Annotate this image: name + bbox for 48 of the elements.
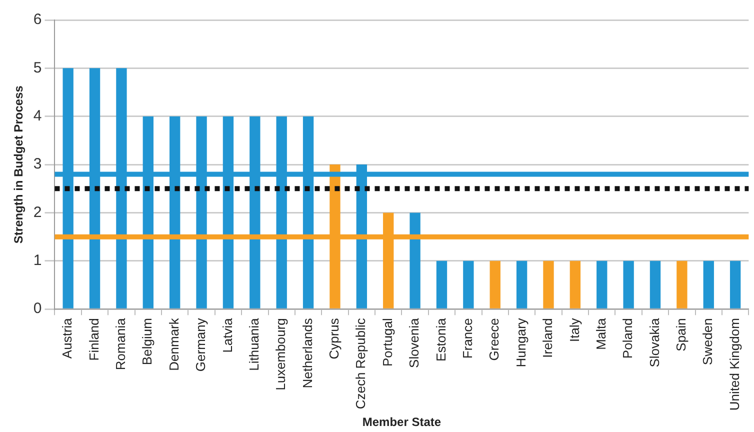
x-tick-label: Spain: [674, 318, 689, 352]
bar: [730, 260, 741, 308]
x-tick-label: Netherlands: [300, 318, 315, 388]
x-tick-label: United Kingdom: [726, 318, 742, 411]
bar: [463, 260, 474, 308]
x-tick-label: Latvia: [220, 317, 235, 353]
x-axis-title: Member State: [362, 415, 442, 430]
x-tick-label: Germany: [193, 318, 208, 372]
bar: [543, 260, 554, 308]
y-tick-label: 1: [33, 252, 42, 270]
bar: [676, 260, 688, 308]
x-tick-label: Austria: [60, 317, 75, 359]
x-tick-label: Denmark: [166, 318, 182, 371]
x-tick-label: Belgium: [140, 318, 155, 366]
y-tick-label: 6: [33, 11, 42, 28]
x-tick-label: Slovenia: [406, 317, 422, 368]
y-tick-label: 4: [33, 108, 42, 125]
x-tick-label: Czech Republic: [353, 318, 368, 410]
x-tick-label: Poland: [620, 318, 636, 359]
bar: [436, 260, 448, 308]
x-tick-label: Ireland: [540, 318, 556, 358]
x-tick-label: France: [460, 318, 476, 359]
x-tick-label: Greece: [486, 318, 502, 361]
bar: [623, 260, 634, 308]
y-tick-label: 3: [33, 156, 42, 173]
x-tick-label: Hungary: [513, 318, 528, 368]
bar: [490, 260, 500, 308]
x-tick-label: Cyprus: [326, 318, 342, 360]
bar: [516, 260, 528, 308]
x-tick-label: Sweden: [700, 318, 716, 366]
x-tick-label: Italy: [566, 318, 582, 342]
x-tick-label: Lithuania: [246, 317, 262, 371]
y-tick-label: 5: [33, 59, 42, 76]
x-tick-label: Slovakia: [646, 317, 662, 368]
y-tick-label: 2: [33, 204, 42, 221]
x-tick-label: Luxembourg: [273, 318, 288, 390]
bar: [570, 260, 581, 308]
bar: [650, 260, 661, 308]
y-tick-label: 0: [33, 300, 42, 318]
x-tick-label: Estonia: [433, 317, 448, 362]
x-tick-label: Finland: [86, 318, 102, 361]
x-tick-label: Portugal: [380, 318, 395, 367]
bar: [703, 260, 714, 308]
bar: [410, 212, 420, 308]
x-tick-label: Romania: [113, 317, 128, 370]
x-tick-label: Malta: [593, 317, 608, 350]
bar: [596, 260, 608, 308]
y-axis-title: Strength in Budget Process: [12, 85, 26, 244]
